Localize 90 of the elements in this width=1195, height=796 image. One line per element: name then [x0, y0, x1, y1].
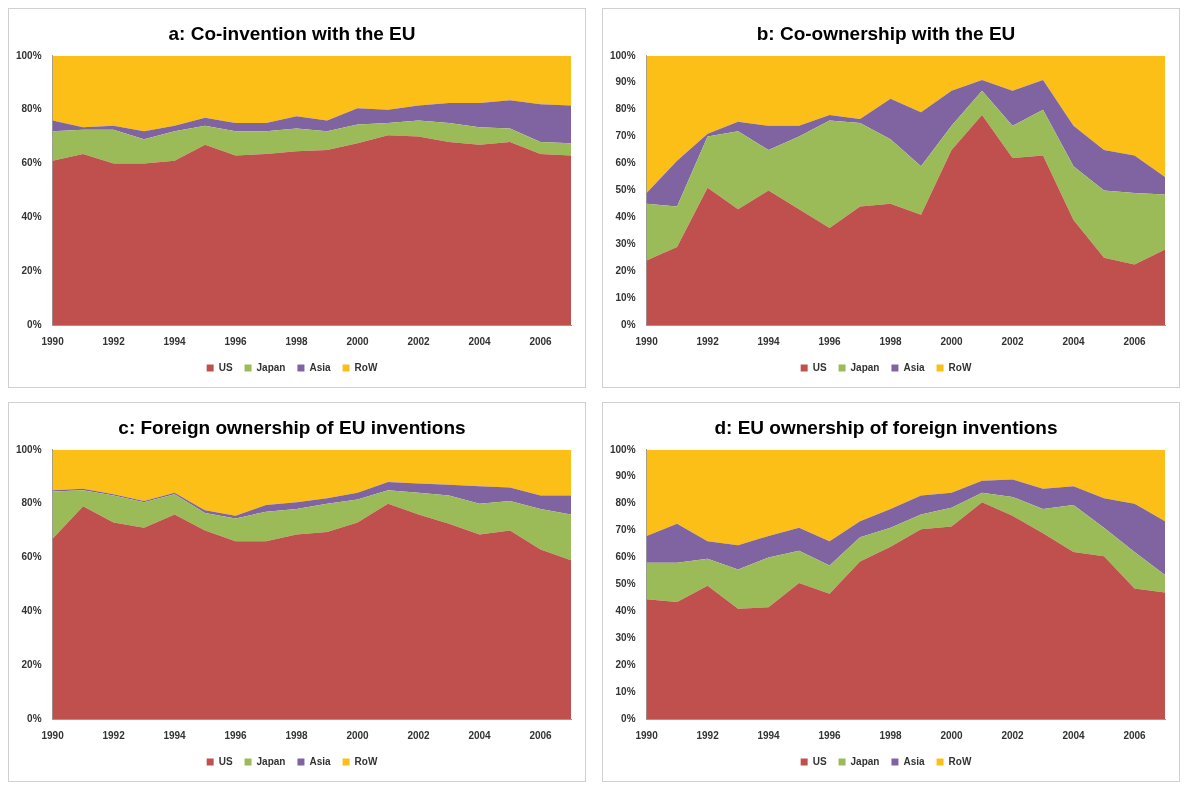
legend-label: Japan — [256, 361, 286, 373]
x-tick-label: 1994 — [163, 729, 187, 741]
x-tick-label: 2004 — [468, 729, 492, 741]
x-tick-label: 1994 — [757, 729, 781, 741]
x-tick-label: 2002 — [1001, 729, 1025, 741]
y-tick-label: 10% — [615, 685, 636, 697]
y-tick-label: 80% — [21, 497, 42, 509]
y-tick-label: 80% — [21, 103, 42, 115]
x-tick-label: 2000 — [346, 335, 370, 347]
legend-label: RoW — [948, 755, 972, 767]
x-tick-label: 1994 — [163, 335, 187, 347]
x-tick-label: 1996 — [818, 729, 842, 741]
x-tick-label: 1998 — [879, 729, 903, 741]
y-tick-label: 100% — [610, 443, 636, 455]
x-tick-label: 2002 — [407, 335, 431, 347]
legend-label: Asia — [903, 755, 926, 767]
y-tick-label: 0% — [621, 712, 636, 724]
legend-label: Japan — [256, 755, 286, 767]
x-tick-label: 1996 — [224, 335, 248, 347]
y-tick-label: 0% — [621, 318, 636, 330]
y-tick-label: 40% — [21, 211, 42, 223]
y-tick-label: 50% — [615, 578, 636, 590]
y-tick-label: 20% — [615, 264, 636, 276]
x-tick-label: 1998 — [285, 729, 309, 741]
y-tick-label: 100% — [16, 49, 42, 61]
y-tick-label: 10% — [615, 291, 636, 303]
x-tick-label: 2004 — [1062, 335, 1086, 347]
legend-label: Japan — [850, 755, 880, 767]
y-tick-label: 30% — [615, 237, 636, 249]
chart-title: a: Co-invention with the EU — [168, 22, 416, 44]
x-tick-label: 2000 — [940, 729, 964, 741]
x-tick-label: 1990 — [635, 729, 659, 741]
x-tick-label: 2004 — [1062, 729, 1086, 741]
y-tick-label: 20% — [615, 658, 636, 670]
y-tick-label: 90% — [615, 76, 636, 88]
legend-label: Japan — [850, 361, 880, 373]
legend-label: RoW — [948, 361, 972, 373]
y-tick-label: 60% — [615, 551, 636, 563]
x-tick-label: 1992 — [696, 729, 720, 741]
chart-title: d: EU ownership of foreign inventions — [714, 416, 1058, 438]
x-tick-label: 1990 — [635, 335, 659, 347]
legend-label: Asia — [309, 361, 332, 373]
x-tick-label: 2006 — [529, 335, 553, 347]
x-tick-label: 2006 — [1123, 729, 1147, 741]
y-tick-label: 90% — [615, 470, 636, 482]
legend-label: RoW — [354, 361, 378, 373]
legend-label: US — [218, 755, 233, 767]
x-tick-label: 1996 — [224, 729, 248, 741]
x-tick-label: 2000 — [940, 335, 964, 347]
legend-label: Asia — [903, 361, 926, 373]
y-tick-label: 60% — [21, 157, 42, 169]
y-tick-label: 30% — [615, 631, 636, 643]
y-tick-label: 100% — [16, 443, 42, 455]
x-tick-label: 1998 — [285, 335, 309, 347]
x-tick-label: 1994 — [757, 335, 781, 347]
x-tick-label: 1998 — [879, 335, 903, 347]
x-tick-label: 2002 — [407, 729, 431, 741]
x-tick-label: 1992 — [696, 335, 720, 347]
y-tick-label: 50% — [615, 184, 636, 196]
x-tick-label: 1990 — [41, 729, 65, 741]
y-tick-label: 40% — [615, 605, 636, 617]
x-tick-label: 1990 — [41, 335, 65, 347]
y-tick-label: 70% — [615, 130, 636, 142]
y-tick-label: 0% — [27, 712, 42, 724]
chart-title: c: Foreign ownership of EU inventions — [118, 416, 466, 438]
legend-label: US — [812, 361, 827, 373]
y-tick-label: 80% — [615, 497, 636, 509]
legend-label: US — [218, 361, 233, 373]
y-tick-label: 0% — [27, 318, 42, 330]
x-tick-label: 1992 — [102, 335, 126, 347]
legend-label: RoW — [354, 755, 378, 767]
chart-title: b: Co-ownership with the EU — [756, 22, 1016, 44]
x-tick-label: 2004 — [468, 335, 492, 347]
y-tick-label: 40% — [615, 211, 636, 223]
y-tick-label: 60% — [615, 157, 636, 169]
x-tick-label: 1996 — [818, 335, 842, 347]
y-tick-label: 20% — [21, 658, 42, 670]
y-tick-label: 80% — [615, 103, 636, 115]
y-tick-label: 40% — [21, 605, 42, 617]
y-tick-label: 70% — [615, 524, 636, 536]
x-tick-label: 2000 — [346, 729, 370, 741]
legend-label: Asia — [309, 755, 332, 767]
x-tick-label: 1992 — [102, 729, 126, 741]
y-tick-label: 20% — [21, 264, 42, 276]
x-tick-label: 2006 — [529, 729, 553, 741]
x-tick-label: 2002 — [1001, 335, 1025, 347]
x-tick-label: 2006 — [1123, 335, 1147, 347]
y-tick-label: 100% — [610, 49, 636, 61]
legend-label: US — [812, 755, 827, 767]
y-tick-label: 60% — [21, 551, 42, 563]
